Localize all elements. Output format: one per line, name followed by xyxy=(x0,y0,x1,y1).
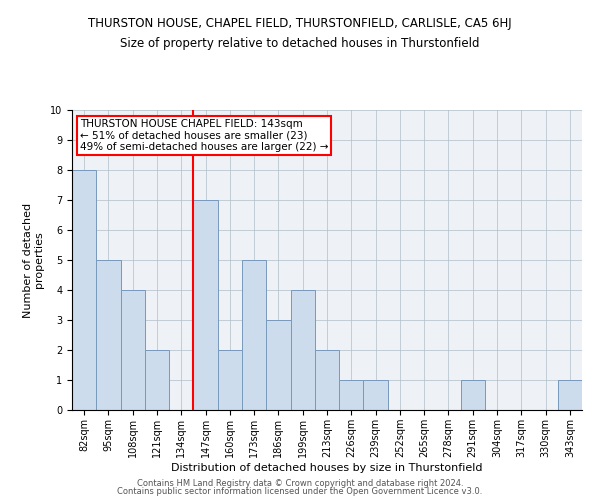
Bar xyxy=(145,350,169,410)
Y-axis label: Number of detached
properties: Number of detached properties xyxy=(23,202,44,318)
Text: THURSTON HOUSE, CHAPEL FIELD, THURSTONFIELD, CARLISLE, CA5 6HJ: THURSTON HOUSE, CHAPEL FIELD, THURSTONFI… xyxy=(88,18,512,30)
Bar xyxy=(364,380,388,410)
Bar xyxy=(290,290,315,410)
Bar xyxy=(218,350,242,410)
Bar xyxy=(461,380,485,410)
Text: THURSTON HOUSE CHAPEL FIELD: 143sqm
← 51% of detached houses are smaller (23)
49: THURSTON HOUSE CHAPEL FIELD: 143sqm ← 51… xyxy=(80,119,328,152)
Text: Contains HM Land Registry data © Crown copyright and database right 2024.: Contains HM Land Registry data © Crown c… xyxy=(137,478,463,488)
Bar xyxy=(266,320,290,410)
Bar xyxy=(193,200,218,410)
Text: Size of property relative to detached houses in Thurstonfield: Size of property relative to detached ho… xyxy=(120,38,480,51)
Bar xyxy=(315,350,339,410)
Bar xyxy=(242,260,266,410)
Text: Contains public sector information licensed under the Open Government Licence v3: Contains public sector information licen… xyxy=(118,487,482,496)
Bar xyxy=(339,380,364,410)
Bar xyxy=(121,290,145,410)
Bar xyxy=(96,260,121,410)
Bar xyxy=(72,170,96,410)
Bar xyxy=(558,380,582,410)
X-axis label: Distribution of detached houses by size in Thurstonfield: Distribution of detached houses by size … xyxy=(171,462,483,472)
